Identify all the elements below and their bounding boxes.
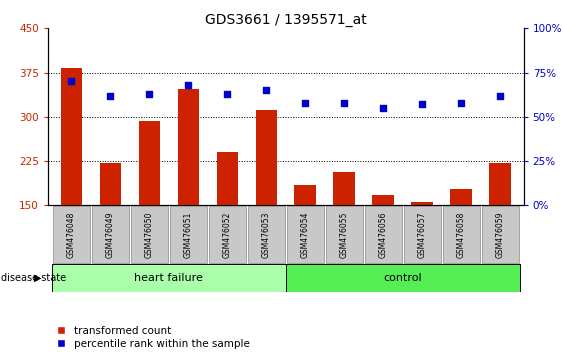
FancyBboxPatch shape xyxy=(53,206,90,263)
Point xyxy=(379,105,388,111)
Point xyxy=(495,93,504,98)
Bar xyxy=(177,88,199,205)
Text: GSM476059: GSM476059 xyxy=(495,211,504,258)
Point xyxy=(418,102,427,107)
Bar xyxy=(333,172,355,205)
FancyBboxPatch shape xyxy=(131,206,168,263)
Bar xyxy=(256,110,277,205)
Text: control: control xyxy=(383,273,422,283)
Title: GDS3661 / 1395571_at: GDS3661 / 1395571_at xyxy=(205,13,367,27)
FancyBboxPatch shape xyxy=(443,206,480,263)
FancyBboxPatch shape xyxy=(248,206,284,263)
FancyBboxPatch shape xyxy=(52,264,285,292)
Text: GSM476048: GSM476048 xyxy=(67,211,76,258)
Text: GSM476051: GSM476051 xyxy=(184,211,193,258)
FancyBboxPatch shape xyxy=(287,206,324,263)
Bar xyxy=(412,202,433,205)
Text: GSM476057: GSM476057 xyxy=(418,211,427,258)
Bar xyxy=(450,189,472,205)
Bar xyxy=(294,185,316,205)
FancyBboxPatch shape xyxy=(92,206,128,263)
Text: GSM476055: GSM476055 xyxy=(339,211,348,258)
Point xyxy=(339,100,348,105)
Text: GSM476049: GSM476049 xyxy=(106,211,115,258)
FancyBboxPatch shape xyxy=(482,206,519,263)
Text: heart failure: heart failure xyxy=(135,273,203,283)
FancyBboxPatch shape xyxy=(404,206,440,263)
Text: disease state: disease state xyxy=(1,273,66,283)
FancyBboxPatch shape xyxy=(209,206,245,263)
Point xyxy=(457,100,466,105)
Bar xyxy=(138,121,160,205)
Text: ▶: ▶ xyxy=(34,273,41,283)
Bar xyxy=(100,163,121,205)
Text: GSM476056: GSM476056 xyxy=(379,211,388,258)
Bar xyxy=(217,152,238,205)
Text: GSM476053: GSM476053 xyxy=(262,211,271,258)
Point xyxy=(301,100,310,105)
Point xyxy=(223,91,232,97)
Point xyxy=(184,82,193,88)
Point xyxy=(262,87,271,93)
Text: GSM476050: GSM476050 xyxy=(145,211,154,258)
Bar xyxy=(61,68,82,205)
Legend: transformed count, percentile rank within the sample: transformed count, percentile rank withi… xyxy=(50,326,250,349)
Bar xyxy=(373,195,394,205)
Point xyxy=(67,79,76,84)
Text: GSM476054: GSM476054 xyxy=(301,211,310,258)
Point xyxy=(106,93,115,98)
FancyBboxPatch shape xyxy=(170,206,207,263)
FancyBboxPatch shape xyxy=(285,264,520,292)
Text: GSM476058: GSM476058 xyxy=(457,211,466,258)
FancyBboxPatch shape xyxy=(365,206,401,263)
FancyBboxPatch shape xyxy=(326,206,363,263)
Bar xyxy=(489,163,511,205)
Text: GSM476052: GSM476052 xyxy=(223,211,232,258)
Point xyxy=(145,91,154,97)
